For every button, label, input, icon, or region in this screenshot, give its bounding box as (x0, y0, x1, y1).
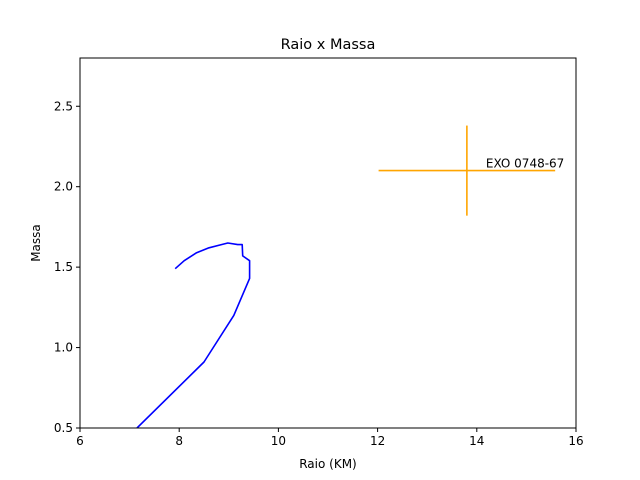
y-axis-label: Massa (29, 224, 43, 262)
x-axis-label: Raio (KM) (299, 457, 357, 471)
x-tick-label: 16 (568, 434, 583, 448)
errorbar-annotation: EXO 0748-67 (486, 157, 564, 171)
chart-title: Raio x Massa (281, 37, 376, 53)
y-tick-label: 1.5 (54, 260, 73, 274)
plot-area: EXO 0748-67 (136, 125, 564, 428)
y-tick-label: 1.0 (54, 341, 73, 355)
x-tick-label: 12 (370, 434, 385, 448)
axis-ticks: 6 8 10 12 14 16 0.5 1.0 1.5 2.0 2.5 (54, 99, 584, 448)
axes-frame (79, 57, 577, 429)
y-tick-label: 0.5 (54, 421, 73, 435)
x-tick-label: 10 (271, 434, 286, 448)
series-line-0 (136, 242, 251, 428)
y-tick-label: 2.0 (54, 180, 73, 194)
y-tick-label: 2.5 (54, 99, 73, 113)
x-tick-label: 14 (469, 434, 484, 448)
x-tick-label: 6 (76, 434, 84, 448)
x-tick-label: 8 (175, 434, 183, 448)
